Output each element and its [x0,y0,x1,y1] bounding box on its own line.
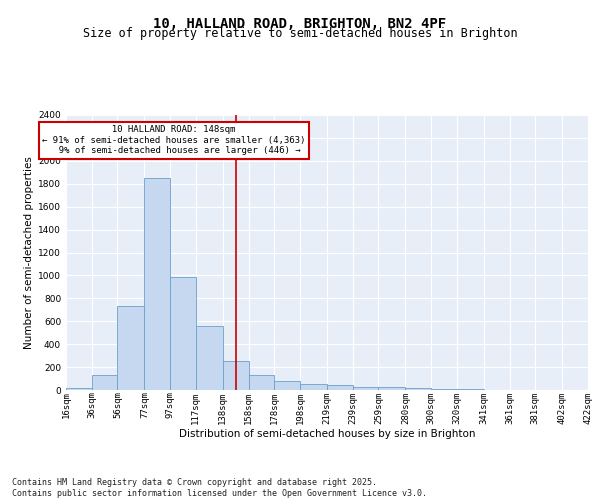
Bar [327,386,353,390]
Text: Size of property relative to semi-detached houses in Brighton: Size of property relative to semi-detach… [83,28,517,40]
X-axis label: Distribution of semi-detached houses by size in Brighton: Distribution of semi-detached houses by … [179,429,475,439]
Bar [274,382,300,390]
Bar [353,386,379,390]
Bar [379,387,406,390]
Bar [196,326,223,390]
Text: 10 HALLAND ROAD: 148sqm  
← 91% of semi-detached houses are smaller (4,363)
  9%: 10 HALLAND ROAD: 148sqm ← 91% of semi-de… [43,126,305,155]
Bar [66,388,92,390]
Bar [145,178,170,390]
Bar [118,306,145,390]
Bar [300,384,327,390]
Bar [223,362,248,390]
Text: 10, HALLAND ROAD, BRIGHTON, BN2 4PF: 10, HALLAND ROAD, BRIGHTON, BN2 4PF [154,18,446,32]
Bar [248,374,274,390]
Bar [170,276,196,390]
Bar [431,389,457,390]
Text: Contains HM Land Registry data © Crown copyright and database right 2025.
Contai: Contains HM Land Registry data © Crown c… [12,478,427,498]
Bar [406,388,431,390]
Y-axis label: Number of semi-detached properties: Number of semi-detached properties [24,156,34,349]
Bar [92,375,118,390]
